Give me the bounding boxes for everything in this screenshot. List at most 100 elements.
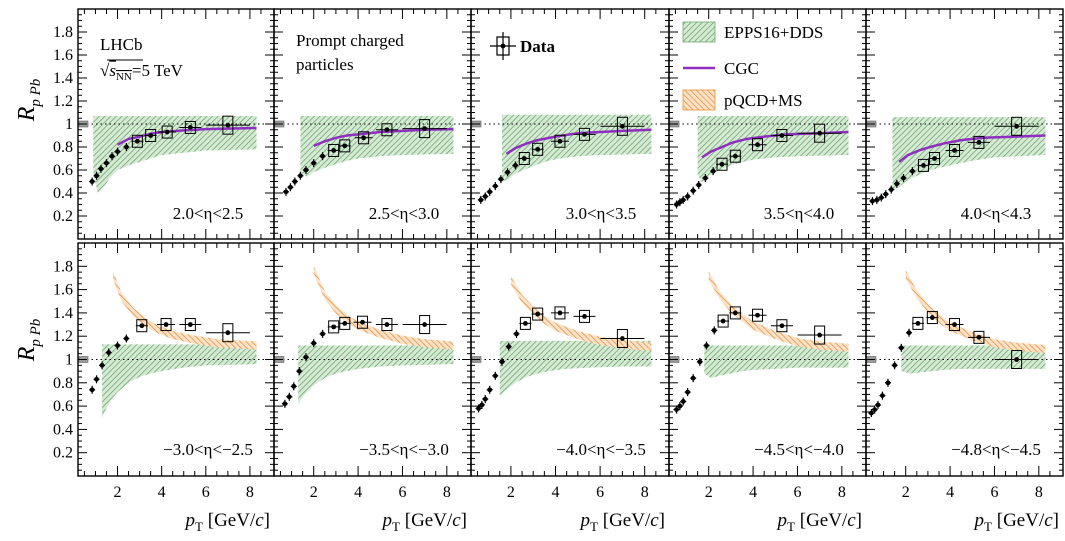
data-marker — [123, 336, 129, 341]
legend-data-marker — [500, 43, 506, 49]
data-point — [868, 409, 875, 418]
x-tick-label: 6 — [398, 484, 406, 501]
data-marker — [582, 131, 587, 137]
eta-label: −4.5<η<−4.0 — [754, 440, 844, 459]
data-marker — [523, 320, 528, 326]
data-point — [873, 195, 880, 204]
data-marker — [506, 344, 512, 350]
data-point — [531, 307, 544, 321]
data-marker — [696, 182, 702, 188]
data-point — [748, 308, 767, 322]
data-marker — [303, 167, 309, 173]
data-marker — [320, 331, 325, 337]
data-marker — [620, 336, 625, 341]
data-point — [179, 120, 202, 134]
x-tick-label: 2 — [507, 484, 515, 501]
data-marker — [487, 387, 493, 393]
data-point — [497, 175, 504, 184]
x-tick-label: 6 — [990, 484, 998, 501]
data-point — [99, 361, 106, 370]
data-marker — [139, 323, 145, 329]
pqcd-band — [113, 271, 257, 350]
data-point — [319, 152, 326, 161]
data-point — [869, 197, 876, 206]
data-marker — [921, 163, 926, 168]
data-point — [179, 318, 202, 332]
x-tick-label: 6 — [202, 484, 210, 501]
data-point — [296, 367, 303, 376]
data-point — [478, 400, 485, 409]
x-tick-label: 8 — [1035, 484, 1043, 501]
data-point — [519, 316, 532, 330]
data-point — [945, 318, 964, 332]
data-point — [680, 195, 687, 204]
data-point — [967, 330, 990, 344]
data-point — [676, 402, 683, 411]
legend-pqcd-label: pQCD+MS — [724, 91, 803, 110]
data-marker — [487, 189, 493, 195]
data-point — [109, 152, 115, 161]
legend-data: Data — [490, 32, 555, 60]
data-marker — [720, 318, 726, 324]
data-point — [492, 182, 499, 191]
data-marker — [282, 401, 288, 407]
data-point — [338, 139, 351, 153]
data-point — [900, 174, 907, 183]
y-axis-label-text: Rp Pb — [14, 78, 44, 122]
data-marker — [704, 343, 709, 348]
data-point — [131, 134, 144, 148]
data-marker — [342, 320, 348, 326]
energy-label: √sNN=5 TeV — [100, 61, 184, 83]
eta-label: −3.0<η<−2.5 — [163, 440, 253, 459]
data-point — [716, 157, 729, 171]
data-point — [600, 116, 645, 136]
data-marker — [702, 175, 708, 181]
data-marker — [94, 173, 99, 179]
data-marker — [892, 362, 898, 368]
data-point — [297, 171, 304, 180]
data-point — [911, 316, 924, 330]
data-marker — [360, 319, 365, 325]
data-marker — [492, 183, 498, 189]
data-marker — [680, 197, 686, 203]
data-marker — [817, 130, 823, 136]
x-tick-label: 6 — [596, 484, 604, 501]
data-marker — [311, 160, 317, 166]
data-marker — [521, 156, 527, 161]
data-point — [879, 391, 886, 400]
cgc-curve — [898, 134, 1046, 163]
eta-label: 3.0<η<3.5 — [566, 204, 637, 223]
data-marker — [296, 368, 302, 374]
data-point — [917, 158, 930, 172]
x-tick-label: 2 — [705, 484, 713, 501]
data-marker — [311, 340, 317, 346]
data-point — [402, 315, 447, 335]
data-point — [310, 339, 317, 348]
data-marker — [719, 161, 725, 167]
data-marker — [89, 387, 95, 393]
x-tick-label: 2 — [114, 484, 122, 501]
data-point — [680, 397, 687, 406]
x-tick-label: 8 — [443, 484, 451, 501]
data-marker — [164, 129, 170, 135]
data-marker — [514, 331, 519, 337]
data-marker — [898, 345, 904, 351]
data-point — [909, 167, 916, 176]
data-marker — [885, 380, 891, 386]
y-axis-label: Rp Pb — [14, 318, 44, 362]
y-tick-label: 1.6 — [53, 47, 73, 64]
data-marker — [476, 406, 481, 411]
eta-label: −3.5<η<−3.0 — [359, 440, 449, 459]
data-marker — [384, 127, 390, 133]
data-point — [482, 192, 489, 201]
data-point — [492, 371, 499, 380]
y-tick-label: 1 — [65, 352, 73, 369]
data-marker — [499, 359, 505, 365]
data-point — [477, 195, 484, 204]
data-marker — [677, 403, 683, 409]
data-marker — [868, 410, 874, 416]
data-marker — [755, 142, 760, 148]
x-axis-label: pT [GeV/c] — [184, 510, 270, 534]
pqcd-band — [905, 270, 1046, 354]
